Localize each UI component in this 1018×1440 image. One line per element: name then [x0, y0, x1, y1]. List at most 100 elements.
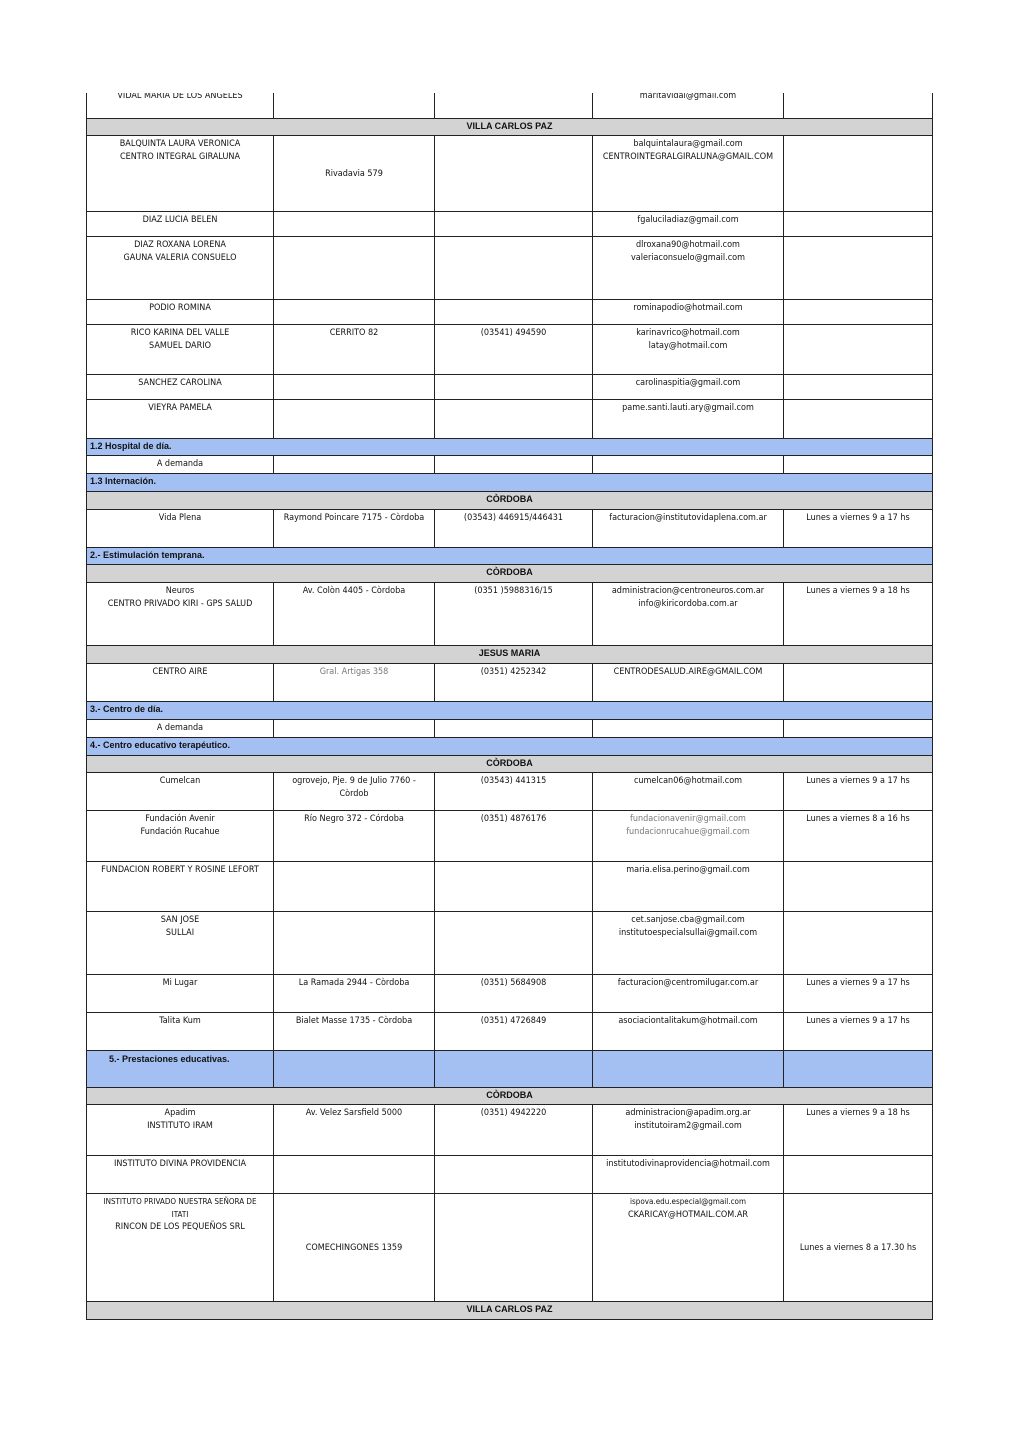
table-row: VIDAL MARIA DE LOS ANGELES maritavidal@gm…	[86, 93, 933, 119]
address-cell	[273, 1155, 435, 1194]
table-row: JESUS MARIA	[86, 645, 933, 664]
hours-cell: Lunes a viernes 8 a 16 hs	[783, 810, 933, 862]
name-cell: Vida Plena	[86, 509, 274, 548]
table-row: VIEYRA PAMELA pame.santi.lauti.ary@gmail.…	[86, 399, 933, 439]
address-cell	[273, 455, 435, 474]
name-cell: A demanda	[86, 719, 274, 738]
address-cell: Bialet Masse 1735 - Còrdoba	[273, 1012, 435, 1051]
email-cell: balquintalaura@gmail.com CENTROINTEGRALGI…	[592, 135, 784, 212]
email-line: institutoespecialsullai@gmail.com	[618, 927, 758, 938]
email-line: cet.sanjose.cba@gmail.com	[631, 915, 745, 925]
name-line: Talita Kum	[159, 1016, 201, 1026]
address-line: Bialet Masse 1735 - Còrdoba	[295, 1016, 413, 1026]
table-row: Neuros CENTRO PRIVADO KIRI - GPS SALUD Av.…	[86, 582, 933, 646]
hours-line: Lunes a viernes 9 a 18 hs	[806, 1108, 910, 1118]
city-header: VILLA CARLOS PAZ	[86, 1301, 933, 1320]
name-line: VIDAL MARIA DE LOS ANGELES	[117, 93, 243, 101]
email-line: carolinaspitia@gmail.com	[635, 378, 741, 388]
table-row: SAN JOSE SULLAI cet.sanjose.cba@gmail.com i…	[86, 911, 933, 975]
address-cell: Gral. Artigas 358	[273, 663, 435, 702]
phone-cell	[434, 211, 593, 237]
hours-cell	[783, 93, 933, 119]
email-cell: pame.santi.lauti.ary@gmail.com	[592, 399, 784, 439]
address-cell: Av. Colòn 4405 - Còrdoba	[273, 582, 435, 646]
phone-cell	[434, 1193, 593, 1302]
address-cell: COMECHINGONES 1359	[273, 1193, 435, 1302]
address-line: ogrovejo, Pje. 9 de Julio 7760 -	[292, 776, 416, 786]
email-cell	[592, 719, 784, 738]
email-cell: administracion@apadim.org.ar institutoira…	[592, 1104, 784, 1156]
heading-cell	[273, 1050, 435, 1088]
phone-cell	[434, 455, 593, 474]
table-row: PODIO ROMINA rominapodio@hotmail.com	[86, 299, 933, 325]
table-row: INSTITUTO DIVINA PROVIDENCIA institutodiv…	[86, 1155, 933, 1194]
email-line: facturacion@institutovidaplena.com.ar	[609, 513, 767, 523]
table-row: A demanda	[86, 719, 933, 738]
hours-line: Lunes a viernes 9 a 17 hs	[806, 776, 910, 786]
hours-line: Lunes a viernes 9 a 17 hs	[806, 978, 910, 988]
phone-line: (03541) 494590	[480, 328, 547, 338]
city-header: CÒRDOBA	[86, 491, 933, 510]
address-cell	[273, 399, 435, 439]
email-line: dlroxana90@hotmail.com	[636, 240, 740, 250]
address-cell	[273, 93, 435, 119]
hours-line: Lunes a viernes 8 a 17.30 hs	[799, 1243, 917, 1254]
address-cell	[273, 374, 435, 400]
hours-cell: Lunes a viernes 8 a 17.30 hs	[783, 1193, 933, 1302]
email-cell: cumelcan06@hotmail.com	[592, 772, 784, 811]
section-heading: 5.- Prestaciones educativas.	[86, 1050, 274, 1088]
name-cell: SAN JOSE SULLAI	[86, 911, 274, 975]
email-cell: fgaluciladiaz@gmail.com	[592, 211, 784, 237]
table-row: Mi Lugar La Ramada 2944 - Còrdoba (0351) 5…	[86, 974, 933, 1013]
hours-line: Lunes a viernes 9 a 18 hs	[806, 586, 910, 596]
name-line: PODIO ROMINA	[149, 303, 211, 313]
email-cell: maritavidal@gmail.com	[592, 93, 784, 119]
name-cell: Apadim INSTITUTO IRAM	[86, 1104, 274, 1156]
city-header: CÒRDOBA	[86, 1087, 933, 1105]
name-line: SANCHEZ CAROLINA	[138, 378, 222, 388]
table-row: CÒRDOBA	[86, 1087, 933, 1105]
email-line: CKARICAY@HOTMAIL.COM.AR	[627, 1209, 749, 1220]
name-cell: Fundación Avenir Fundación Rucahue	[86, 810, 274, 862]
email-line: administracion@centroneuros.com.ar	[611, 586, 765, 596]
address-cell: Av. Velez Sarsfield 5000	[273, 1104, 435, 1156]
city-header: JESUS MARIA	[86, 645, 933, 664]
section-heading: 1.2 Hospital de día.	[86, 438, 933, 456]
phone-cell	[434, 299, 593, 325]
phone-cell	[434, 236, 593, 300]
phone-cell: (03543) 446915/446431	[434, 509, 593, 548]
table-row: A demanda	[86, 455, 933, 474]
email-line: fgaluciladiaz@gmail.com	[637, 215, 739, 225]
table-row: RICO KARINA DEL VALLE SAMUEL DARIO CERRITO…	[86, 324, 933, 375]
name-line: A demanda	[156, 723, 204, 733]
hours-cell: Lunes a viernes 9 a 17 hs	[783, 1012, 933, 1051]
name-cell: Mi Lugar	[86, 974, 274, 1013]
table-row: Cumelcan ogrovejo, Pje. 9 de Julio 7760 -…	[86, 772, 933, 811]
name-line: Apadim	[164, 1108, 196, 1118]
table-row: Vida Plena Raymond Poincare 7175 - Còrdob…	[86, 509, 933, 548]
name-line: SULLAI	[165, 927, 195, 938]
table-row: CENTRO AIRE Gral. Artigas 358 (0351) 42523…	[86, 663, 933, 702]
name-cell: Cumelcan	[86, 772, 274, 811]
name-line: CENTRO PRIVADO KIRI - GPS SALUD	[107, 598, 253, 609]
phone-line: (0351) 4726849	[480, 1016, 547, 1026]
name-line: SAMUEL DARIO	[149, 340, 211, 351]
phone-cell	[434, 719, 593, 738]
section-heading: 1.3 Internación.	[86, 473, 933, 492]
name-line: CENTRO AIRE	[152, 667, 208, 677]
name-line: Mi Lugar	[162, 978, 198, 988]
hours-cell: Lunes a viernes 9 a 18 hs	[783, 1104, 933, 1156]
email-line: institutoiram2@gmail.com	[634, 1120, 742, 1131]
phone-cell: (03543) 441315	[434, 772, 593, 811]
city-header: CÒRDOBA	[86, 755, 933, 773]
table-row: CÒRDOBA	[86, 491, 933, 510]
email-line: CENTROINTEGRALGIRALUNA@GMAIL.COM	[602, 151, 774, 162]
name-line: RINCON DE LOS PEQUEÑOS SRL	[115, 1222, 245, 1232]
name-line: INSTITUTO DIVINA PROVIDENCIA	[113, 1159, 246, 1169]
name-line: Fundación Avenir	[145, 814, 215, 824]
table-row: BALQUINTA LAURA VERONICA CENTRO INTEGRAL …	[86, 135, 933, 212]
address-line: Rivadavia 579	[325, 169, 383, 180]
phone-cell	[434, 1155, 593, 1194]
email-line: fundacionavenir@gmail.com	[630, 814, 746, 824]
email-line: fundacionrucahue@gmail.com	[626, 826, 750, 837]
